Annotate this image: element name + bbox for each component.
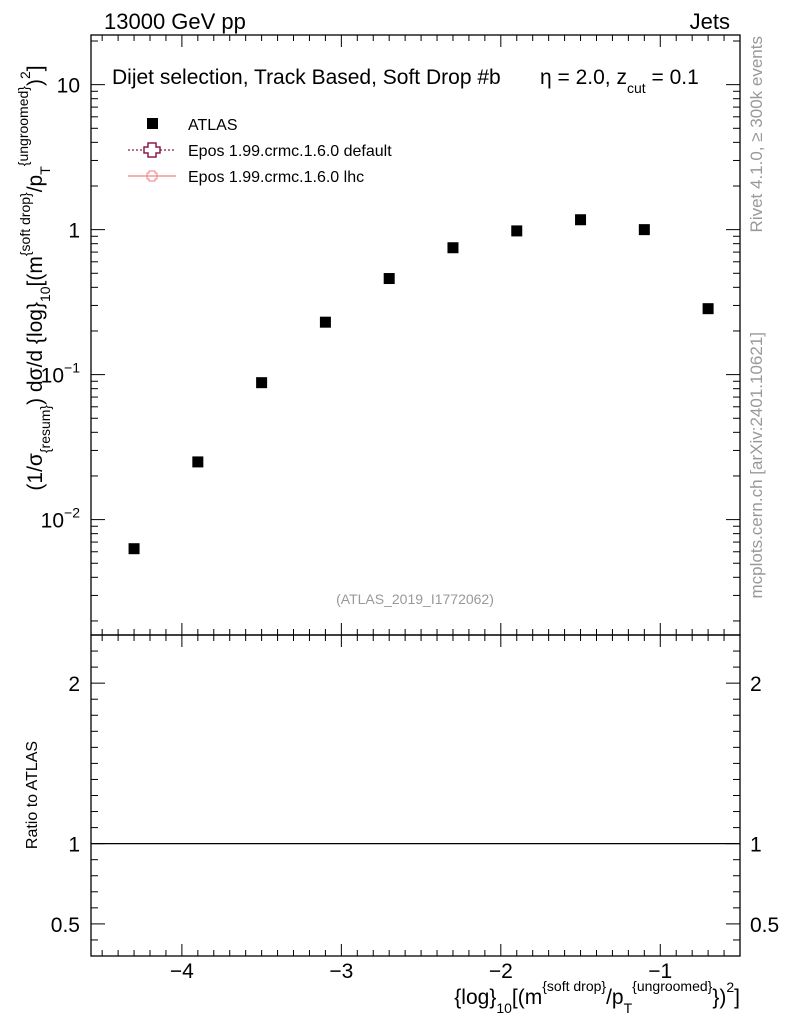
- main-y-axis-ticks: [91, 40, 740, 622]
- x-axis-label: {log}10[(m{soft drop}/pT{ungroomed}})2]: [454, 978, 740, 1016]
- ratio-y-tick-label-right: 1: [750, 834, 762, 857]
- main-y-axis-label: (1/σ{resum}) dσ/d {log}10[(m{soft drop}/…: [15, 65, 53, 490]
- main-x-axis-ticks: [101, 35, 741, 635]
- ratio-plot-frame: [90, 634, 741, 957]
- plot-title-cut: η = 2.0, zcut = 0.1: [540, 66, 699, 96]
- data-point-atlas: [192, 456, 204, 468]
- legend-marker-epos-lhc: [146, 170, 158, 182]
- data-point-atlas: [638, 224, 650, 236]
- plot-title: Dijet selection, Track Based, Soft Drop …: [112, 66, 501, 89]
- data-point-atlas: [575, 214, 587, 226]
- data-point-atlas: [447, 242, 459, 254]
- main-y-tick-labels: 10 1 10−1 10−2: [41, 75, 81, 533]
- ratio-x-tick-labels: −4 −3 −2 −1: [170, 960, 672, 983]
- data-point-atlas: [511, 225, 523, 237]
- ratio-y-tick-label-left: 0.5: [51, 914, 80, 937]
- data-point-atlas: [256, 377, 268, 389]
- data-point-atlas: [128, 543, 140, 555]
- ratio-y-tick-label-right: 2: [750, 673, 762, 696]
- data-point-atlas: [383, 273, 395, 285]
- data-point-atlas: [702, 303, 714, 315]
- atlas-data-points: [128, 214, 714, 555]
- x-tick-label: −2: [489, 960, 513, 983]
- analysis-id-watermark: (ATLAS_2019_I1772062): [336, 591, 494, 607]
- ratio-y-tick-labels: 2 2 1 1 0.5 0.5: [51, 673, 779, 937]
- y-tick-label: 10−1: [41, 360, 81, 388]
- y-tick-label: 1: [68, 220, 80, 243]
- legend-marker-atlas: [147, 118, 158, 129]
- ratio-y-axis-label: Ratio to ATLAS: [24, 741, 41, 849]
- legend-label-atlas: ATLAS: [188, 117, 238, 134]
- mcplots-label: mcplots.cern.ch [arXiv:2401.10621]: [747, 332, 766, 598]
- rivet-version-label: Rivet 4.1.0, ≥ 300k events: [747, 36, 766, 232]
- ratio-y-axis-ticks: [91, 634, 740, 957]
- x-tick-label: −1: [648, 960, 672, 983]
- legend-marker-epos-default: [143, 142, 161, 158]
- ratio-x-axis-ticks: [101, 635, 741, 956]
- y-tick-label: 10−2: [41, 505, 81, 533]
- ratio-y-tick-label-left: 2: [68, 673, 80, 696]
- ratio-y-tick-label-right: 0.5: [750, 914, 779, 937]
- header-energy: 13000 GeV pp: [104, 9, 246, 34]
- x-tick-label: −4: [170, 960, 194, 983]
- data-point-atlas: [319, 316, 331, 328]
- header-process: Jets: [690, 9, 730, 34]
- x-tick-label: −3: [329, 960, 353, 983]
- legend: ATLAS Epos 1.99.crmc.1.6.0 default Epos …: [128, 117, 392, 186]
- legend-label-epos-default: Epos 1.99.crmc.1.6.0 default: [188, 143, 392, 160]
- ratio-y-tick-label-left: 1: [68, 834, 80, 857]
- legend-label-epos-lhc: Epos 1.99.crmc.1.6.0 lhc: [188, 169, 364, 186]
- y-tick-label: 10: [57, 75, 80, 98]
